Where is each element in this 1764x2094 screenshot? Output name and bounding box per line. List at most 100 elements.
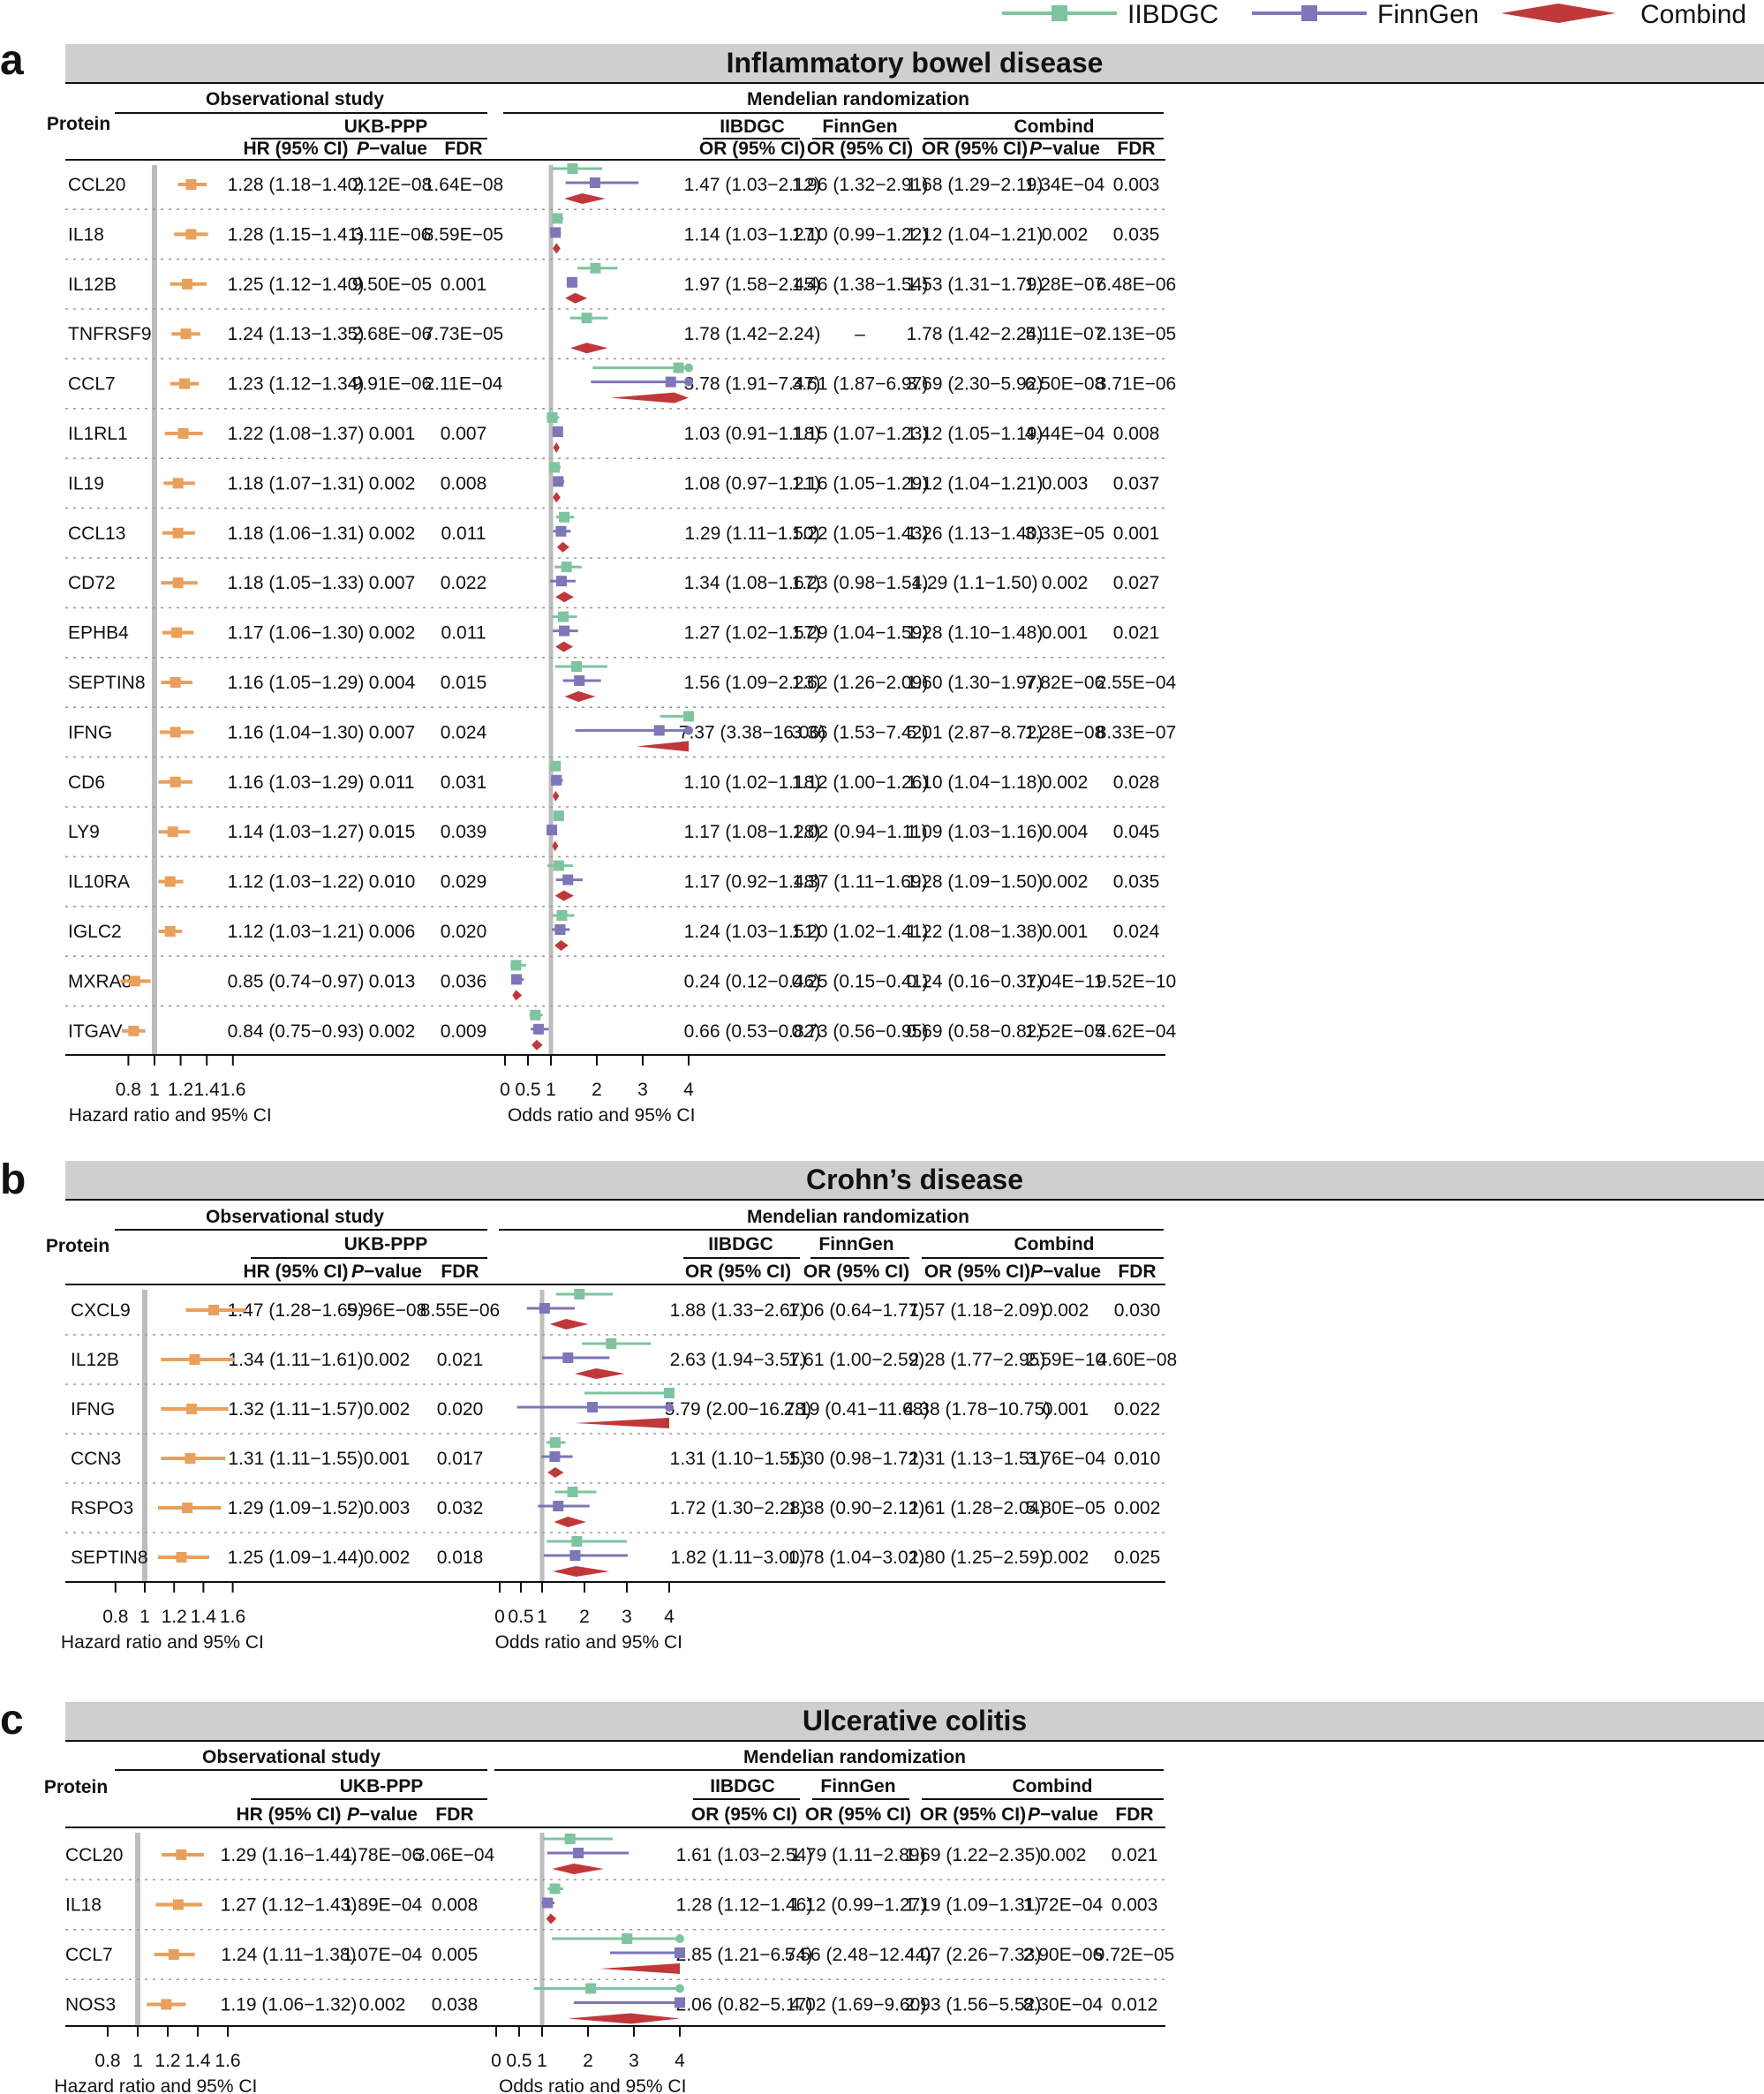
iibdgc-point [564,1834,576,1844]
hr-p-value: 0.007 [369,722,416,742]
combind-fdr-value: 6.48E−06 [1097,275,1177,295]
hr-p-value: 0.013 [369,971,416,991]
protein-label: CCL13 [68,524,125,544]
iibdgc-or-value: 1.34 (1.08−1.67) [684,573,821,593]
finngen-or-value: 1.38 (0.90−2.12) [788,1498,925,1518]
hr-fdr-value: 0.024 [441,722,487,742]
hr-p-value: 0.010 [369,872,416,893]
hr-value: 1.23 (1.12−1.34) [228,374,365,395]
table-row: LY9 1.14 (1.03−1.27) 0.015 0.039 1.17 (1.08−… [65,810,1165,858]
combind-p-value: 0.002 [1043,1548,1089,1568]
finngen-point [653,725,665,736]
hr-value: 1.34 (1.11−1.61) [228,1350,363,1370]
table-row: CCL20 1.28 (1.18−1.40)2.12E−081.64E−08 1.4… [65,163,1165,210]
combind-or-value: 1.61 (1.28−2.04) [909,1498,1046,1518]
combind-fdr-value: 0.002 [1114,1498,1161,1518]
protein-header: Protein [47,114,110,134]
table-row: IL19 1.18 (1.07−1.31) 0.002 0.008 1.08 (0.97… [65,462,1165,509]
combind-fdr-header: FDR [1115,1804,1153,1825]
combind-or-value: 1.09 (1.03−1.16) [907,822,1044,842]
combind-or-value: 1.53 (1.31−1.79) [907,275,1044,295]
combind-diamond [599,1963,680,1974]
finngen-or-value: 3.36 (1.53−7.42) [792,722,929,742]
hr-fdr-value: 0.021 [437,1350,484,1370]
hr-p-value: 2.12E−08 [352,175,433,195]
hr-tick-label: 1.6 [215,2051,240,2071]
finngen-or-value: 1.02 (0.94−1.11) [792,822,927,842]
finngen-point [574,675,585,686]
finngen-or-value: 1.23 (0.98−1.54) [792,573,929,593]
table-row: EPHB4 1.17 (1.06−1.30) 0.002 0.011 1.27 (1.0… [65,611,1165,659]
legend-label: IIBDGC [1127,0,1218,29]
hr-p-value: 0.002 [369,1021,416,1042]
hr-fdr-value: 8.55E−06 [420,1300,501,1321]
combind-p-header: P−value [1028,1804,1098,1825]
legend-label: Combind [1640,0,1746,29]
hr-value: 1.25 (1.12−1.40) [228,275,365,295]
hr-p-value: 3.11E−06 [353,224,432,245]
protein-header: Protein [44,1777,108,1797]
finngen-or-value: 1.12 (1.00−1.26) [792,772,929,793]
combind-or-value: 0.24 (0.16−0.37) [907,971,1044,991]
or-axis: 0 0.5 1 2 3 4 Odds ratio and 95% CI [491,2025,686,2094]
hr-point [172,478,184,489]
hr-axis-label: Hazard ratio and 95% CI [54,2076,257,2094]
combind-header: Combind [1014,117,1095,137]
finngen-point [573,1848,584,1858]
observational-header: Observational study [206,1207,384,1227]
combind-fdr-value: 0.022 [1114,1399,1161,1420]
iibdgc-or-value: 1.08 (0.97−1.21) [684,473,821,493]
iibdgc-header: IIBDGC [710,1776,775,1796]
hr-p-value: 0.002 [359,1995,406,2015]
hr-p-value: 1.07E−04 [343,1945,423,1965]
hr-p-value: 0.004 [369,673,416,693]
finngen-point [569,1550,581,1561]
legend-swatch-square [1301,5,1317,21]
combind-p-value: 0.002 [1042,573,1089,593]
combind-p-value: 0.002 [1042,872,1089,893]
combind-p-value: 8.30E−04 [1023,1995,1104,2015]
iibdgc-or-header: OR (95% CI) [699,139,805,159]
hr-ci-header: HR (95% CI) [236,1804,341,1825]
hr-value: 1.28 (1.18−1.40) [228,175,365,195]
combind-fdr-value: 0.003 [1113,175,1160,195]
combind-p-value: 0.001 [1042,623,1089,644]
hr-value: 1.47 (1.28−1.69) [228,1300,365,1321]
combind-p-value: 1.34E−04 [1025,175,1105,195]
finngen-point [554,924,566,935]
hr-fdr-value: 0.011 [441,524,486,544]
iibdgc-point [574,1289,585,1299]
protein-label: IL12B [68,275,117,295]
protein-label: CCN3 [71,1449,121,1469]
hr-p-value: 5.96E−08 [347,1300,427,1321]
hr-p-value: 0.007 [369,573,416,593]
iibdgc-point [590,262,601,274]
hr-value: 1.17 (1.06−1.30) [228,623,365,644]
or-axis: 0 0.5 1 2 3 4 Odds ratio and 95% CI [500,1054,695,1126]
combind-or-header: OR (95% CI) [922,139,1028,159]
protein-label: IL12B [71,1350,119,1370]
combind-fdr-value: 0.001 [1113,524,1160,544]
hr-fdr-value: 3.06E−04 [415,1845,495,1865]
finngen-point [551,774,562,786]
hr-fdr-value: 0.008 [441,473,487,493]
hr-value: 1.12 (1.03−1.22) [228,872,365,893]
protein-label: IL18 [68,224,104,245]
finngen-or-value: 1.15 (1.07−1.23) [792,424,929,444]
finngen-or-value: 1.29 (1.04−1.59) [792,623,929,644]
or-tick-label: 0 [500,1080,510,1100]
iibdgc-point [664,1388,675,1398]
combind-p-value: 2.59E−10 [1026,1350,1106,1370]
hr-p-value: 0.001 [369,424,416,444]
table-row: CCL7 1.23 (1.12−1.34)9.91E−062.11E−04 3.78… [65,362,1176,410]
or-tick-label: 3 [622,1607,632,1627]
panel-letter: a [0,37,24,84]
combind-or-value: 1.60 (1.30−1.97) [907,673,1044,693]
finngen-point [562,1352,574,1363]
hr-point [170,727,181,738]
hr-value: 1.24 (1.11−1.38) [221,1945,356,1965]
finngen-or-value: 1.16 (1.05−1.29) [792,473,929,493]
hr-tick-label: 1.2 [168,1080,193,1100]
hr-fdr-value: 1.64E−08 [424,175,504,195]
